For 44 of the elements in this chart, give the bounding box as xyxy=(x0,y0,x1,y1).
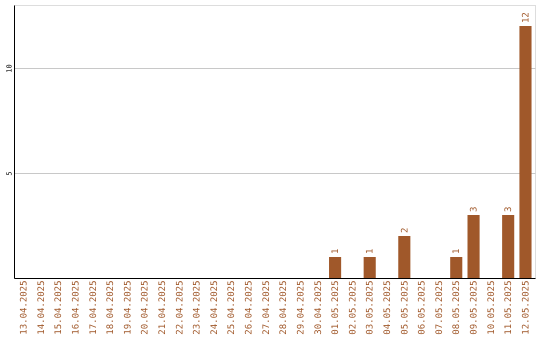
x-tick-label: 07.05.2025 xyxy=(434,280,445,335)
data-label: 3 xyxy=(470,206,480,212)
x-tick-label: 09.05.2025 xyxy=(470,280,480,335)
x-tick-label: 28.04.2025 xyxy=(279,280,290,335)
x-tick-label: 02.05.2025 xyxy=(348,280,358,335)
x-tick-label: 16.04.2025 xyxy=(71,280,82,335)
x-tick-label: 10.05.2025 xyxy=(486,280,497,335)
data-label: 3 xyxy=(504,206,514,212)
x-tick-label: 05.05.2025 xyxy=(400,280,410,335)
x-tick-label: 29.04.2025 xyxy=(296,280,306,335)
x-tick-label: 13.04.2025 xyxy=(20,280,30,335)
bar xyxy=(329,257,342,278)
x-tick-label: 19.04.2025 xyxy=(123,280,134,335)
x-tick-label: 22.04.2025 xyxy=(175,280,186,335)
data-label: 1 xyxy=(331,248,342,254)
x-tick-label: 03.05.2025 xyxy=(366,280,376,335)
data-label: 2 xyxy=(400,228,410,233)
x-tick-label: 06.05.2025 xyxy=(418,280,428,335)
x-tick-label: 18.04.2025 xyxy=(106,280,116,335)
bar xyxy=(519,26,532,278)
data-label: 12 xyxy=(521,12,532,23)
x-tick-label: 27.04.2025 xyxy=(262,280,272,335)
bar xyxy=(467,215,480,278)
data-label: 1 xyxy=(366,248,376,254)
x-tick-label: 24.04.2025 xyxy=(210,280,220,335)
x-tick-label: 14.04.2025 xyxy=(36,280,47,335)
x-tick-label: 11.05.2025 xyxy=(504,280,514,335)
x-tick-label: 15.04.2025 xyxy=(54,280,64,335)
x-tick-label: 23.04.2025 xyxy=(192,280,203,335)
x-tick-label: 17.04.2025 xyxy=(88,280,99,335)
x-tick-label: 21.04.2025 xyxy=(158,280,168,335)
x-tick-label: 12.05.2025 xyxy=(521,280,532,335)
bar xyxy=(502,215,514,278)
bar xyxy=(398,236,410,278)
bar xyxy=(450,257,462,278)
data-label: 1 xyxy=(452,248,462,254)
x-tick-label: 08.05.2025 xyxy=(452,280,462,335)
x-tick-label: 26.04.2025 xyxy=(244,280,255,335)
bar xyxy=(364,257,376,278)
x-tick-label: 20.04.2025 xyxy=(140,280,151,335)
x-tick-label: 25.04.2025 xyxy=(227,280,238,335)
x-tick-label: 01.05.2025 xyxy=(331,280,342,335)
x-tick-label: 30.04.2025 xyxy=(314,280,324,335)
x-tick-label: 04.05.2025 xyxy=(383,280,394,335)
